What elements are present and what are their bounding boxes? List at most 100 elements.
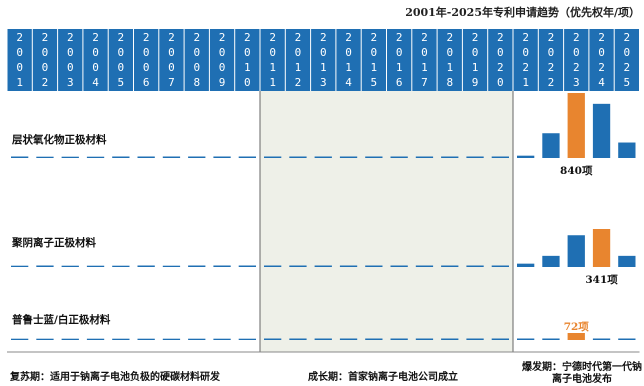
year-header-cell [83, 29, 108, 91]
year-header-digit: 0 [118, 46, 125, 59]
year-header-cell [58, 29, 83, 91]
bar [86, 338, 105, 340]
year-header-cell [209, 29, 235, 91]
year-header-digit: 2 [371, 31, 378, 44]
bar [112, 338, 130, 340]
bar [213, 265, 231, 267]
year-header-digit: 1 [472, 61, 479, 74]
series-label: 聚阴离子正极材料 [11, 236, 96, 249]
bar [137, 156, 155, 158]
year-header-digit: 1 [16, 76, 23, 89]
value-callout: 72项 [564, 321, 590, 333]
year-header-digit: 0 [168, 46, 175, 59]
year-header-digit: 1 [446, 61, 453, 74]
bar [592, 338, 611, 340]
year-header-digit: 0 [446, 46, 453, 59]
year-header-cell [462, 29, 488, 91]
year-header-digit: 0 [67, 46, 74, 59]
year-header-cell [32, 29, 58, 91]
year-header-digit: 2 [497, 31, 504, 44]
bar [441, 156, 459, 158]
year-header-digit: 1 [295, 61, 302, 74]
year-header-digit: 0 [193, 46, 200, 59]
year-header-digit: 9 [219, 76, 226, 89]
year-header-digit: 1 [522, 76, 529, 89]
bar [567, 333, 585, 340]
year-header-digit: 1 [269, 61, 276, 74]
year-header-digit: 2 [396, 31, 403, 44]
year-header-digit: 1 [320, 61, 327, 74]
year-header-digit: 0 [396, 46, 403, 59]
bar [491, 156, 509, 158]
bar [491, 338, 509, 340]
year-header-cell [285, 29, 311, 91]
bar [466, 156, 484, 158]
year-header-digit: 1 [345, 61, 352, 74]
series-label: 普鲁士蓝/白正极材料 [12, 313, 111, 326]
year-header-digit: 6 [396, 76, 403, 89]
year-header-digit: 2 [548, 31, 555, 44]
bar [137, 338, 155, 340]
year-header-cell [538, 29, 564, 91]
year-header-digit: 2 [573, 61, 580, 74]
bar [618, 142, 636, 158]
bar [567, 93, 585, 158]
year-header-digit: 0 [421, 46, 428, 59]
year-header-digit: 0 [522, 46, 529, 59]
bar [112, 265, 130, 267]
year-header-digit: 2 [522, 31, 529, 44]
year-header-digit: 0 [244, 46, 251, 59]
bar [542, 133, 560, 158]
bar [112, 156, 130, 158]
bar [592, 229, 611, 267]
year-header-digit: 0 [193, 61, 200, 74]
bar [188, 338, 206, 340]
year-header-digit: 2 [42, 76, 49, 89]
year-header-cell [614, 29, 639, 91]
year-header-cell [336, 29, 361, 91]
year-header-digit: 0 [269, 46, 276, 59]
chart-title: 2001年-2025年专利申请趋势（优先权年/项） [405, 6, 640, 19]
year-header-digit: 1 [396, 61, 403, 74]
bar [415, 156, 434, 158]
bar [289, 338, 307, 340]
year-header-cell [159, 29, 184, 91]
year-header-digit: 2 [497, 61, 504, 74]
bar [61, 338, 79, 340]
year-header-digit: 2 [168, 31, 175, 44]
year-header-digit: 0 [143, 46, 150, 59]
bar [466, 265, 484, 267]
bar [415, 338, 434, 340]
year-header-digit: 0 [497, 46, 504, 59]
year-header-digit: 2 [548, 61, 555, 74]
year-header-digit: 2 [320, 31, 327, 44]
year-header-digit: 2 [624, 61, 631, 74]
year-header-digit: 0 [16, 61, 23, 74]
year-header-digit: 5 [371, 76, 378, 89]
phase-label-boom: 爆发期：宁德时代第一代钠离子电池发布 [522, 362, 642, 385]
year-header-digit: 6 [143, 76, 150, 89]
year-header-digit: 1 [244, 61, 251, 74]
year-header-cell [235, 29, 260, 91]
year-header-digit: 9 [472, 76, 479, 89]
value-callout: 341项 [585, 274, 618, 286]
bar [441, 338, 459, 340]
year-header-digit: 2 [345, 31, 352, 44]
year-header-digit: 0 [92, 61, 99, 74]
year-header-digit: 0 [598, 46, 605, 59]
bar [36, 265, 54, 267]
bar [314, 265, 332, 267]
year-header-digit: 0 [42, 46, 49, 59]
bar [390, 265, 408, 267]
year-header-digit: 0 [219, 61, 226, 74]
bar [162, 156, 181, 158]
bar [238, 156, 256, 158]
year-header-cell [361, 29, 386, 91]
year-header-cell [311, 29, 336, 91]
year-header-digit: 3 [573, 76, 580, 89]
year-header-digit: 2 [118, 31, 125, 44]
bar [238, 338, 256, 340]
bar [213, 338, 231, 340]
bar [365, 265, 383, 267]
bar [517, 155, 535, 158]
